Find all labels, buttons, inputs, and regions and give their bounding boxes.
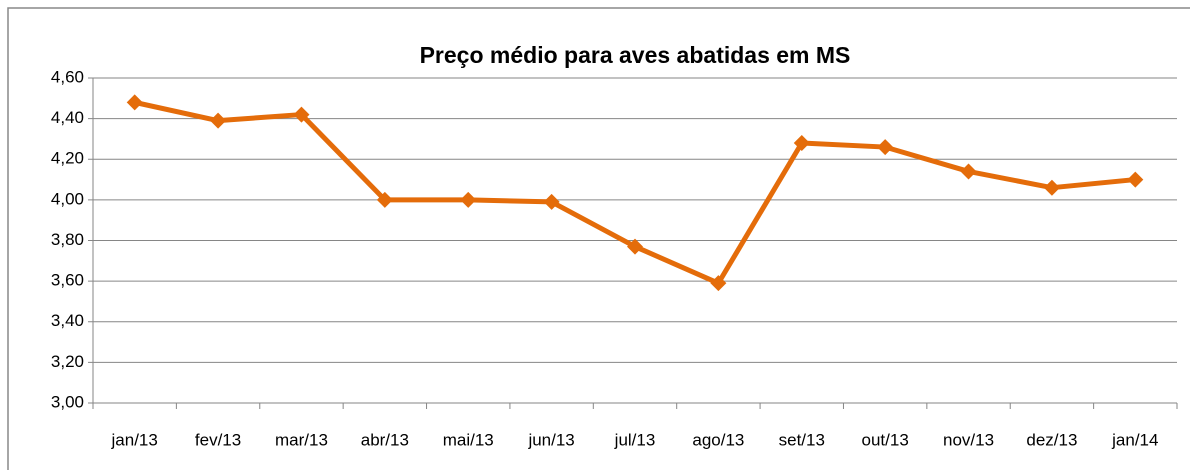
x-tick-label: set/13: [779, 430, 825, 449]
marker: [293, 106, 310, 123]
marker: [376, 191, 393, 208]
y-tick-label: 3,60: [51, 271, 84, 290]
x-tick-label: mai/13: [443, 430, 494, 449]
x-tick-label: mar/13: [275, 430, 328, 449]
marker: [710, 275, 727, 292]
marker: [793, 135, 810, 151]
marker: [960, 163, 977, 180]
marker: [543, 193, 560, 210]
y-tick-label: 3,00: [51, 392, 84, 411]
y-tick-label: 3,80: [51, 230, 84, 249]
marker: [210, 112, 227, 129]
y-tick-label: 4,40: [51, 108, 84, 127]
y-tick-label: 4,60: [51, 67, 84, 86]
x-tick-label: dez/13: [1026, 430, 1077, 449]
marker: [1127, 171, 1144, 188]
x-tick-label: nov/13: [943, 430, 994, 449]
x-tick-label: jun/13: [527, 430, 574, 449]
y-tick-label: 3,20: [51, 352, 84, 371]
y-tick-label: 4,00: [51, 189, 84, 208]
x-tick-label: fev/13: [195, 430, 241, 449]
marker: [877, 139, 894, 156]
marker: [126, 94, 143, 111]
chart-border: [7, 7, 1190, 470]
marker: [627, 238, 643, 255]
x-tick-label: abr/13: [361, 430, 409, 449]
y-tick-label: 3,40: [51, 311, 84, 330]
marker: [460, 191, 477, 208]
y-tick-label: 4,20: [51, 149, 84, 168]
x-tick-label: jan/13: [111, 430, 158, 449]
x-tick-label: out/13: [862, 430, 909, 449]
chart-title: Preço médio para aves abatidas em MS: [420, 42, 851, 68]
x-tick-label: ago/13: [692, 430, 744, 449]
marker: [1043, 179, 1060, 196]
x-tick-label: jul/13: [614, 430, 656, 449]
x-tick-label: jan/14: [1111, 430, 1158, 449]
